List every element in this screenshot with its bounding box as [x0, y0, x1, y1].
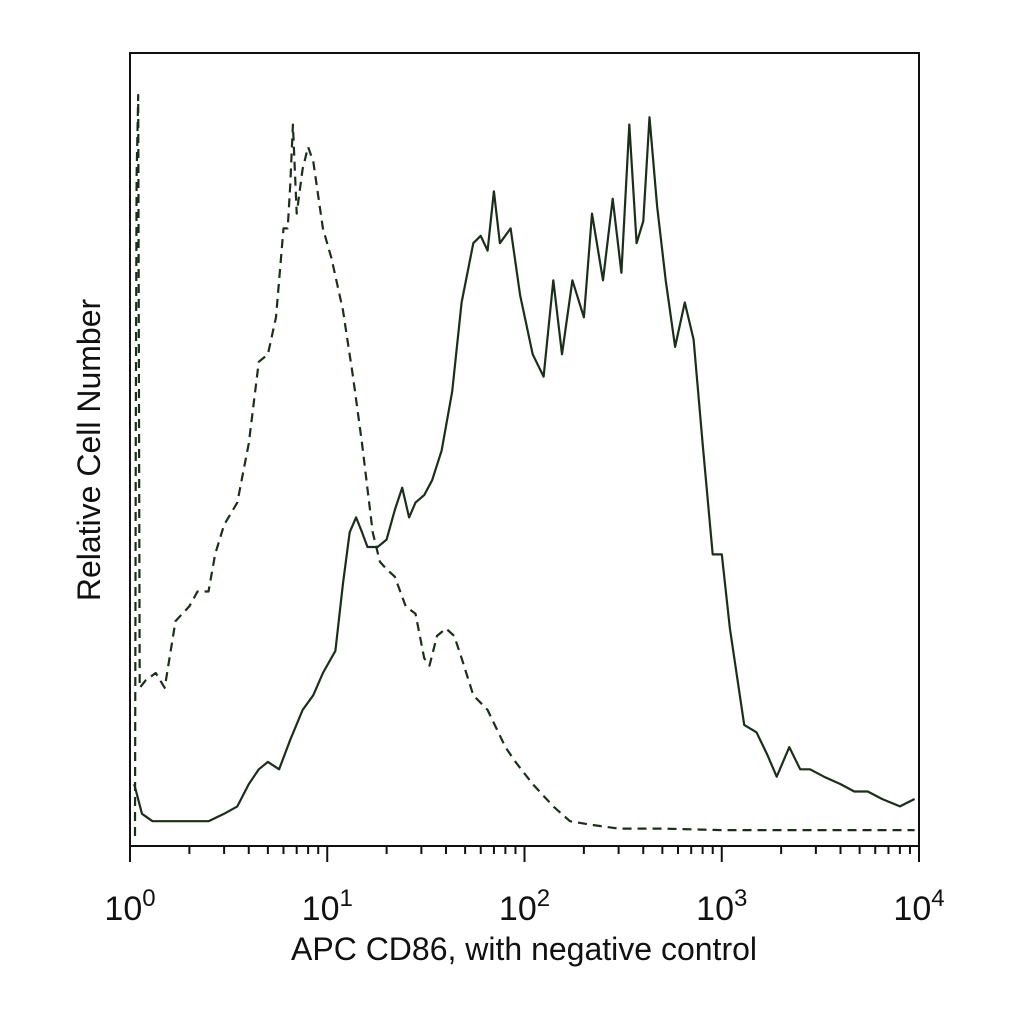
negative-control-curve: [133, 93, 915, 837]
x-axis-label: APC CD86, with negative control: [291, 931, 757, 967]
x-tick-label: 102: [499, 885, 550, 928]
x-axis: 100 101 102 103 104: [104, 846, 945, 928]
x-tick-label: 101: [302, 885, 353, 928]
x-tick-label: 104: [893, 885, 944, 928]
y-axis-label: Relative Cell Number: [71, 298, 107, 601]
cd86-stained-curve: [133, 116, 916, 823]
x-tick-label: 103: [696, 885, 747, 928]
x-tick-label: 100: [104, 885, 155, 928]
series-layer: [133, 93, 916, 837]
